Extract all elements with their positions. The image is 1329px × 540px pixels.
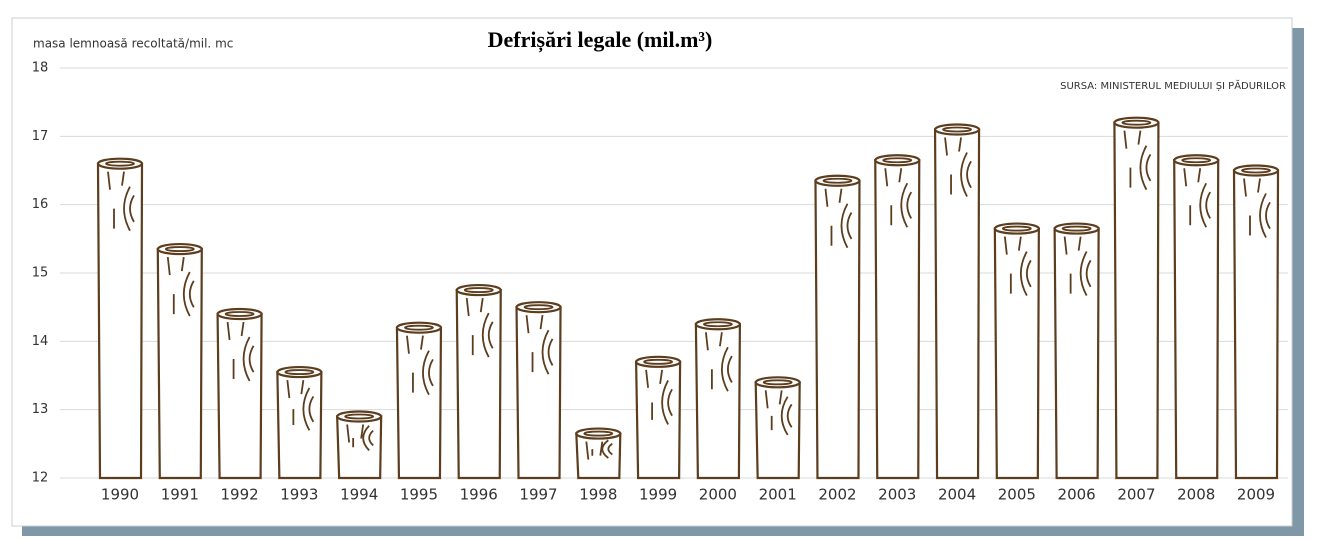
log (277, 367, 321, 478)
log-top (517, 302, 561, 312)
log-top (636, 357, 680, 367)
log-top (218, 309, 262, 319)
log-body (815, 181, 859, 478)
x-tick-label: 2007 (1117, 486, 1155, 504)
y-tick-label: 18 (32, 61, 49, 76)
log-body (397, 328, 441, 478)
log-top (457, 285, 501, 295)
x-tick-label: 1995 (400, 486, 438, 504)
log-top (397, 323, 441, 333)
log (995, 224, 1039, 478)
y-tick-label: 17 (32, 129, 49, 144)
y-tick-label: 13 (32, 402, 49, 417)
log-body (875, 160, 919, 478)
log (636, 357, 680, 478)
x-tick-label: 1991 (161, 486, 199, 504)
log (1174, 155, 1218, 478)
x-tick-label: 2005 (998, 486, 1036, 504)
x-tick-label: 2002 (818, 486, 856, 504)
log-body (636, 362, 680, 478)
log-top (756, 377, 800, 387)
log (457, 285, 501, 478)
log-top (576, 429, 620, 439)
log-body (517, 307, 561, 478)
log-body (337, 417, 381, 479)
log-top (1055, 224, 1099, 234)
log (1234, 166, 1278, 479)
log-body (1055, 229, 1099, 478)
x-tick-label: 1997 (519, 486, 557, 504)
log-top (337, 412, 381, 422)
log-top (98, 159, 142, 169)
log-body (1234, 171, 1278, 479)
log (218, 309, 262, 478)
log-top (1114, 118, 1158, 128)
log-top (158, 244, 202, 254)
x-tick-label: 2004 (938, 486, 976, 504)
log-body (1174, 160, 1218, 478)
log-top (1234, 166, 1278, 176)
y-tick-label: 15 (32, 266, 49, 281)
x-tick-label: 1994 (340, 486, 378, 504)
y-tick-label: 12 (32, 471, 49, 486)
log-top (935, 125, 979, 135)
log-top (277, 367, 321, 377)
x-tick-label: 1996 (460, 486, 498, 504)
log-body (218, 314, 262, 478)
y-axis-label: masa lemnoasă recoltată/mil. mc (33, 37, 233, 51)
log-body (457, 290, 501, 478)
log (935, 125, 979, 479)
log-body (756, 382, 800, 478)
log (1114, 118, 1158, 478)
chart: masa lemnoasă recoltată/mil. mc Defrișăr… (0, 0, 1329, 540)
chart-title: Defrișări legale (mil.m³) (488, 27, 713, 53)
log-top (875, 155, 919, 165)
log-body (98, 164, 142, 478)
x-tick-label: 2003 (878, 486, 916, 504)
log-top (696, 319, 740, 329)
log-body (277, 372, 321, 478)
log (98, 159, 142, 478)
log-body (576, 434, 620, 478)
log-top (995, 224, 1039, 234)
x-tick-label: 2009 (1237, 486, 1275, 504)
log-body (935, 130, 979, 479)
log-body (158, 249, 202, 478)
y-tick-label: 16 (32, 197, 49, 212)
log (397, 323, 441, 478)
log (756, 377, 800, 478)
x-tick-label: 2008 (1177, 486, 1215, 504)
x-tick-label: 2000 (699, 486, 737, 504)
log (576, 429, 620, 478)
log (875, 155, 919, 478)
log-body (1114, 123, 1158, 478)
x-tick-label: 1993 (280, 486, 318, 504)
log (815, 176, 859, 478)
log (158, 244, 202, 478)
log (1055, 224, 1099, 478)
x-tick-label: 2006 (1058, 486, 1096, 504)
source-note: SURSA: MINISTERUL MEDIULUI ȘI PĂDURILOR (1060, 79, 1286, 92)
x-tick-label: 1998 (579, 486, 617, 504)
x-tick-label: 1990 (101, 486, 139, 504)
x-tick-label: 2001 (759, 486, 797, 504)
log-top (1174, 155, 1218, 165)
log (337, 412, 381, 479)
log (517, 302, 561, 478)
log (696, 319, 740, 478)
x-tick-label: 1992 (220, 486, 258, 504)
page: {"chart_data": {"type": "bar", "title": … (0, 0, 1329, 540)
log-body (696, 324, 740, 478)
x-tick-label: 1999 (639, 486, 677, 504)
y-tick-label: 14 (32, 334, 49, 349)
log-body (995, 229, 1039, 478)
log-top (815, 176, 859, 186)
